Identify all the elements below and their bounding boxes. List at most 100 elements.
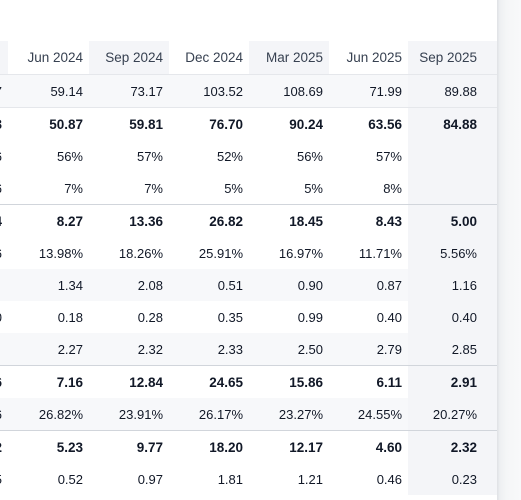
value-cell: 1.16 — [408, 269, 497, 301]
column-header-mar-2025[interactable]: Mar 2025 — [249, 41, 329, 75]
value-cell: 18.26% — [89, 237, 169, 269]
value-cell: 8.43 — [329, 204, 408, 237]
value-cell: 11.71% — [329, 237, 408, 269]
table-row: 00.180.280.350.990.400.40 — [0, 301, 497, 333]
table-row: 626.82%23.91%26.17%23.27%24.55%20.27% — [0, 398, 497, 431]
value-cell: 2.91 — [408, 365, 497, 398]
row-label-cut-cell: 6 — [0, 172, 8, 205]
table-row: 656%57%52%56%57% — [0, 140, 497, 172]
value-cell: 12.84 — [89, 365, 169, 398]
value-cell: 2.79 — [329, 333, 408, 366]
value-cell: 25.91% — [169, 237, 249, 269]
value-cell: 71.99 — [329, 74, 408, 108]
value-cell: 7.16 — [8, 365, 89, 398]
value-cell: 90.24 — [249, 107, 329, 140]
value-cell: 103.52 — [169, 74, 249, 108]
value-cell: 2.08 — [89, 269, 169, 301]
value-cell: 56% — [249, 140, 329, 172]
value-cell: 0.28 — [89, 301, 169, 333]
value-cell: 1.34 — [8, 269, 89, 301]
value-cell: 5% — [169, 172, 249, 205]
value-cell: 0.18 — [8, 301, 89, 333]
value-cell: 0.87 — [329, 269, 408, 301]
value-cell: 23.91% — [89, 398, 169, 431]
row-label-cut-cell — [0, 269, 8, 301]
value-cell: 23.27% — [249, 398, 329, 431]
row-label-cut-cell: 2 — [0, 430, 8, 463]
value-cell: 57% — [329, 140, 408, 172]
row-label-cut-cell: 6 — [0, 398, 8, 431]
value-cell: 52% — [169, 140, 249, 172]
value-cell — [408, 140, 497, 172]
value-cell: 16.97% — [249, 237, 329, 269]
value-cell: 26.82% — [8, 398, 89, 431]
value-cell: 5.00 — [408, 204, 497, 237]
value-cell: 5.56% — [408, 237, 497, 269]
value-cell: 7% — [89, 172, 169, 205]
value-cell: 24.65 — [169, 365, 249, 398]
value-cell: 1.21 — [249, 463, 329, 495]
table-header-row: Jun 2024 Sep 2024 Dec 2024 Mar 2025 Jun … — [0, 41, 497, 75]
value-cell: 2.33 — [169, 333, 249, 366]
value-cell: 13.36 — [89, 204, 169, 237]
value-cell: 0.52 — [8, 463, 89, 495]
value-cell: 84.88 — [408, 107, 497, 140]
value-cell: 18.20 — [169, 430, 249, 463]
row-label-cut-cell: 7 — [0, 74, 8, 108]
value-cell: 0.46 — [329, 463, 408, 495]
table-row: 613.98%18.26%25.91%16.97%11.71%5.56% — [0, 237, 497, 269]
column-header-sep-2025[interactable]: Sep 2025 — [408, 41, 497, 75]
value-cell: 5.23 — [8, 430, 89, 463]
column-header-dec-2024[interactable]: Dec 2024 — [169, 41, 249, 75]
value-cell: 59.14 — [8, 74, 89, 108]
value-cell: 9.77 — [89, 430, 169, 463]
row-label-cut-cell: 0 — [0, 301, 8, 333]
table-row: 2.27 2.32 2.33 2.50 2.79 2.85 — [0, 333, 497, 366]
value-cell: 2.27 — [8, 333, 89, 366]
value-cell: 0.51 — [169, 269, 249, 301]
row-label-cut-cell: 5 — [0, 463, 8, 495]
value-cell: 24.55% — [329, 398, 408, 431]
value-cell: 2.50 — [249, 333, 329, 366]
value-cell: 50.87 — [8, 107, 89, 140]
value-cell: 8% — [329, 172, 408, 205]
value-cell: 12.17 — [249, 430, 329, 463]
value-cell: 8.27 — [8, 204, 89, 237]
value-cell: 73.17 — [89, 74, 169, 108]
table-row: 67%7%5%5%8% — [0, 172, 497, 205]
financials-table-panel: Jun 2024 Sep 2024 Dec 2024 Mar 2025 Jun … — [0, 41, 497, 495]
row-label-cut-cell: 4 — [0, 204, 8, 237]
value-cell: 2.32 — [408, 430, 497, 463]
value-cell — [408, 172, 497, 205]
row-label-cut-cell: 6 — [0, 365, 8, 398]
value-cell: 0.99 — [249, 301, 329, 333]
value-cell: 59.81 — [89, 107, 169, 140]
financials-table: Jun 2024 Sep 2024 Dec 2024 Mar 2025 Jun … — [0, 41, 497, 495]
column-header-jun-2024[interactable]: Jun 2024 — [8, 41, 89, 75]
value-cell: 5% — [249, 172, 329, 205]
value-cell: 0.90 — [249, 269, 329, 301]
row-label-cut-cell: 3 — [0, 107, 8, 140]
value-cell: 0.97 — [89, 463, 169, 495]
value-cell: 76.70 — [169, 107, 249, 140]
row-label-cut-cell: 6 — [0, 140, 8, 172]
value-cell: 18.45 — [249, 204, 329, 237]
value-cell: 56% — [8, 140, 89, 172]
row-label-cut-cell: 6 — [0, 237, 8, 269]
column-header-jun-2025[interactable]: Jun 2025 — [329, 41, 408, 75]
value-cell: 6.11 — [329, 365, 408, 398]
column-header-sep-2024[interactable]: Sep 2024 — [89, 41, 169, 75]
value-cell: 4.60 — [329, 430, 408, 463]
value-cell: 20.27% — [408, 398, 497, 431]
value-cell: 0.40 — [408, 301, 497, 333]
column-header-cut — [0, 41, 8, 75]
value-cell: 108.69 — [249, 74, 329, 108]
value-cell: 13.98% — [8, 237, 89, 269]
value-cell: 0.23 — [408, 463, 497, 495]
value-cell: 26.82 — [169, 204, 249, 237]
